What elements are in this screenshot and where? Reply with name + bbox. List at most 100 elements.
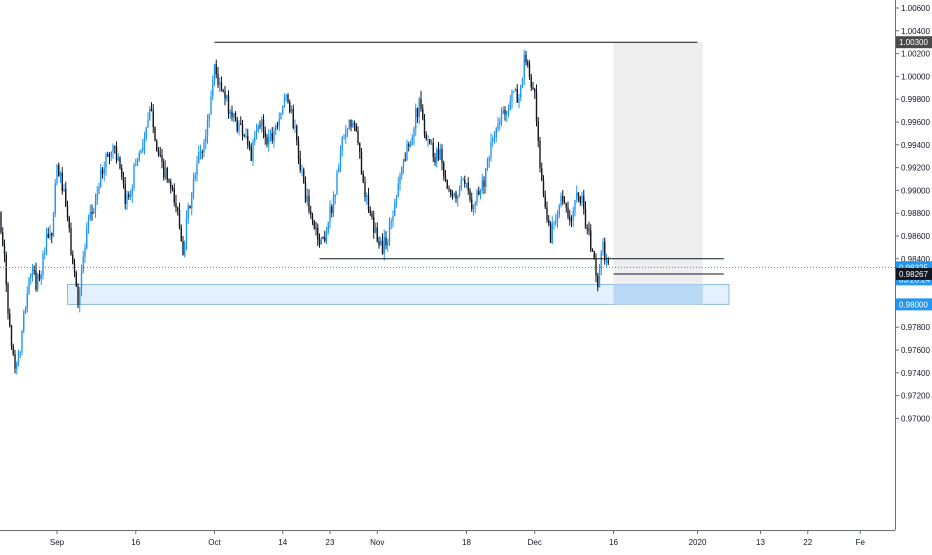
candle-body xyxy=(532,87,534,90)
candle-body xyxy=(2,232,4,246)
candle-body xyxy=(404,159,406,161)
price-tick-label: 0.98600 xyxy=(901,232,930,241)
candle-body xyxy=(16,363,18,369)
candle-body xyxy=(224,91,226,99)
candle-body xyxy=(584,208,587,229)
candle-body xyxy=(523,55,525,78)
candle-body xyxy=(397,183,399,197)
candle-body xyxy=(59,172,62,177)
candle-body xyxy=(583,195,585,209)
candle-body xyxy=(45,233,48,253)
candle-body xyxy=(129,196,132,198)
time-tick-label: 22 xyxy=(803,538,812,547)
candle-body xyxy=(150,108,153,112)
candle-body xyxy=(439,148,441,160)
candle-body xyxy=(553,223,555,225)
candle-body xyxy=(311,214,314,221)
candle-body xyxy=(301,169,303,171)
candle-body xyxy=(534,89,536,92)
candle-body xyxy=(303,169,305,183)
candle-body xyxy=(569,216,571,221)
candle-body xyxy=(436,149,438,163)
candle-body xyxy=(164,167,167,178)
price-tick-label: 0.99200 xyxy=(901,164,930,173)
candle-body xyxy=(474,202,476,206)
candle-body xyxy=(229,111,231,114)
price-tick-label: 1.00200 xyxy=(901,50,930,59)
candle-body xyxy=(259,126,261,128)
candle-body xyxy=(275,125,277,132)
candle-body xyxy=(562,195,564,202)
price-tick-label: 0.97200 xyxy=(901,392,930,401)
candle-body xyxy=(114,145,116,147)
candle-body xyxy=(0,212,2,233)
candle-body xyxy=(241,124,244,136)
candle-body xyxy=(105,153,107,169)
candle-body xyxy=(52,213,55,236)
candle-body xyxy=(93,210,95,214)
candle-body xyxy=(294,126,296,128)
candle-body xyxy=(387,241,389,246)
candle-body xyxy=(343,137,345,139)
candle-body xyxy=(101,169,104,174)
candle-body xyxy=(607,260,609,263)
candle-body xyxy=(434,157,436,163)
demand-zone xyxy=(67,283,730,305)
candle-body xyxy=(465,182,468,184)
candle-body xyxy=(133,165,135,189)
candle-body xyxy=(371,213,373,217)
candle-body xyxy=(549,223,552,243)
candle-body xyxy=(227,95,230,114)
candle-body xyxy=(231,111,233,118)
candle-body xyxy=(40,275,42,280)
candle-body xyxy=(70,228,72,255)
candle-body xyxy=(306,195,308,202)
candle-body xyxy=(598,269,601,288)
projection-target-zone xyxy=(613,284,703,305)
candle-body xyxy=(315,227,317,229)
candle-body xyxy=(380,240,382,246)
candle-body xyxy=(579,196,581,203)
candle-body xyxy=(355,124,357,132)
candle-body xyxy=(525,55,527,63)
price-tag: 1.00300 xyxy=(896,36,932,49)
price-tag-bg xyxy=(896,36,932,49)
candle-body xyxy=(490,141,492,158)
candle-body xyxy=(212,80,214,97)
candle-body xyxy=(255,131,258,138)
candle-body xyxy=(182,241,184,256)
candle-body xyxy=(100,169,102,187)
candle-body xyxy=(282,105,284,114)
candle-body xyxy=(348,119,350,129)
candle-body xyxy=(187,205,189,218)
candle-body xyxy=(432,142,434,158)
candle-body xyxy=(271,133,273,141)
candle-body xyxy=(145,127,147,139)
candle-body xyxy=(177,208,179,211)
candle-body xyxy=(493,137,496,139)
price-tick-label: 0.98400 xyxy=(901,255,930,264)
candle-body xyxy=(381,240,384,254)
time-axis[interactable]: Sep 16 Oct 14 23 Nov 18 Dec 16 2020 13 22 Fe xyxy=(50,530,866,547)
price-tag-label: 0.98267 xyxy=(899,270,928,279)
candle-body xyxy=(268,136,270,145)
candle-body xyxy=(369,209,371,214)
candle-body xyxy=(264,131,266,137)
candle-body xyxy=(478,191,480,195)
candle-body xyxy=(23,312,25,331)
candle-body xyxy=(366,195,368,197)
price-tick-label: 1.00400 xyxy=(901,27,930,36)
candle-body xyxy=(192,179,195,193)
candle-body xyxy=(567,207,569,217)
candle-body xyxy=(418,98,420,118)
time-tick-label: 18 xyxy=(462,538,471,547)
candle-body xyxy=(287,94,289,103)
price-tick-label: 1.00600 xyxy=(901,4,930,13)
candle-body xyxy=(443,162,445,177)
time-tick-label: Fe xyxy=(856,538,866,547)
candle-body xyxy=(58,165,60,177)
candle-body xyxy=(413,128,415,138)
time-tick-label: 2020 xyxy=(689,538,707,547)
